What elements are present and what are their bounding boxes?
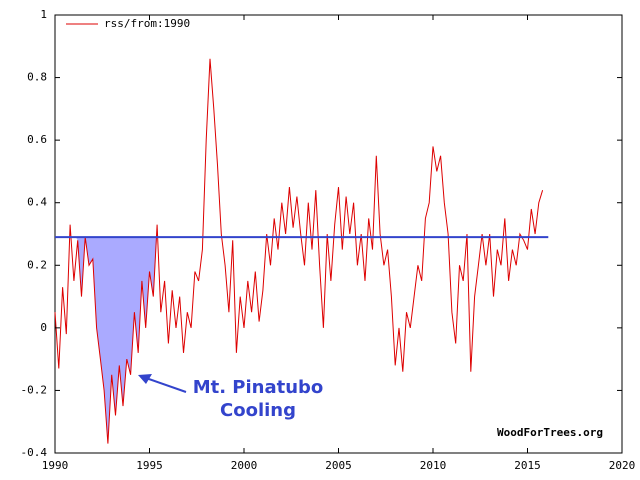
y-tick-label: 0.8 bbox=[27, 71, 47, 84]
x-tick-label: 2015 bbox=[514, 459, 541, 472]
x-tick-label: 2005 bbox=[325, 459, 352, 472]
data-line bbox=[54, 58, 544, 444]
x-tick-label: 2000 bbox=[231, 459, 258, 472]
y-tick-label: 0.4 bbox=[27, 196, 47, 209]
x-tick-label: 1990 bbox=[42, 459, 69, 472]
y-tick-label: -0.4 bbox=[21, 446, 48, 459]
y-tick-label: 0.6 bbox=[27, 133, 47, 146]
x-tick-label: 2010 bbox=[420, 459, 447, 472]
y-tick-label: 0 bbox=[40, 321, 47, 334]
shade-area bbox=[75, 237, 159, 444]
annotation: Mt. Pinatubo bbox=[193, 377, 324, 398]
source-label: WoodForTrees.org bbox=[497, 426, 603, 439]
x-tick-label: 1995 bbox=[136, 459, 163, 472]
plot-frame bbox=[54, 14, 623, 454]
y-tick-label: -0.2 bbox=[21, 383, 48, 396]
y-tick-label: 1 bbox=[40, 8, 47, 21]
arrow-head bbox=[138, 374, 152, 384]
annotation: Cooling bbox=[220, 400, 296, 421]
y-tick-label: 0.2 bbox=[27, 258, 47, 271]
arrow-line bbox=[145, 377, 187, 393]
legend-label: rss/from:1990 bbox=[104, 17, 190, 30]
x-tick-label: 2020 bbox=[609, 459, 636, 472]
